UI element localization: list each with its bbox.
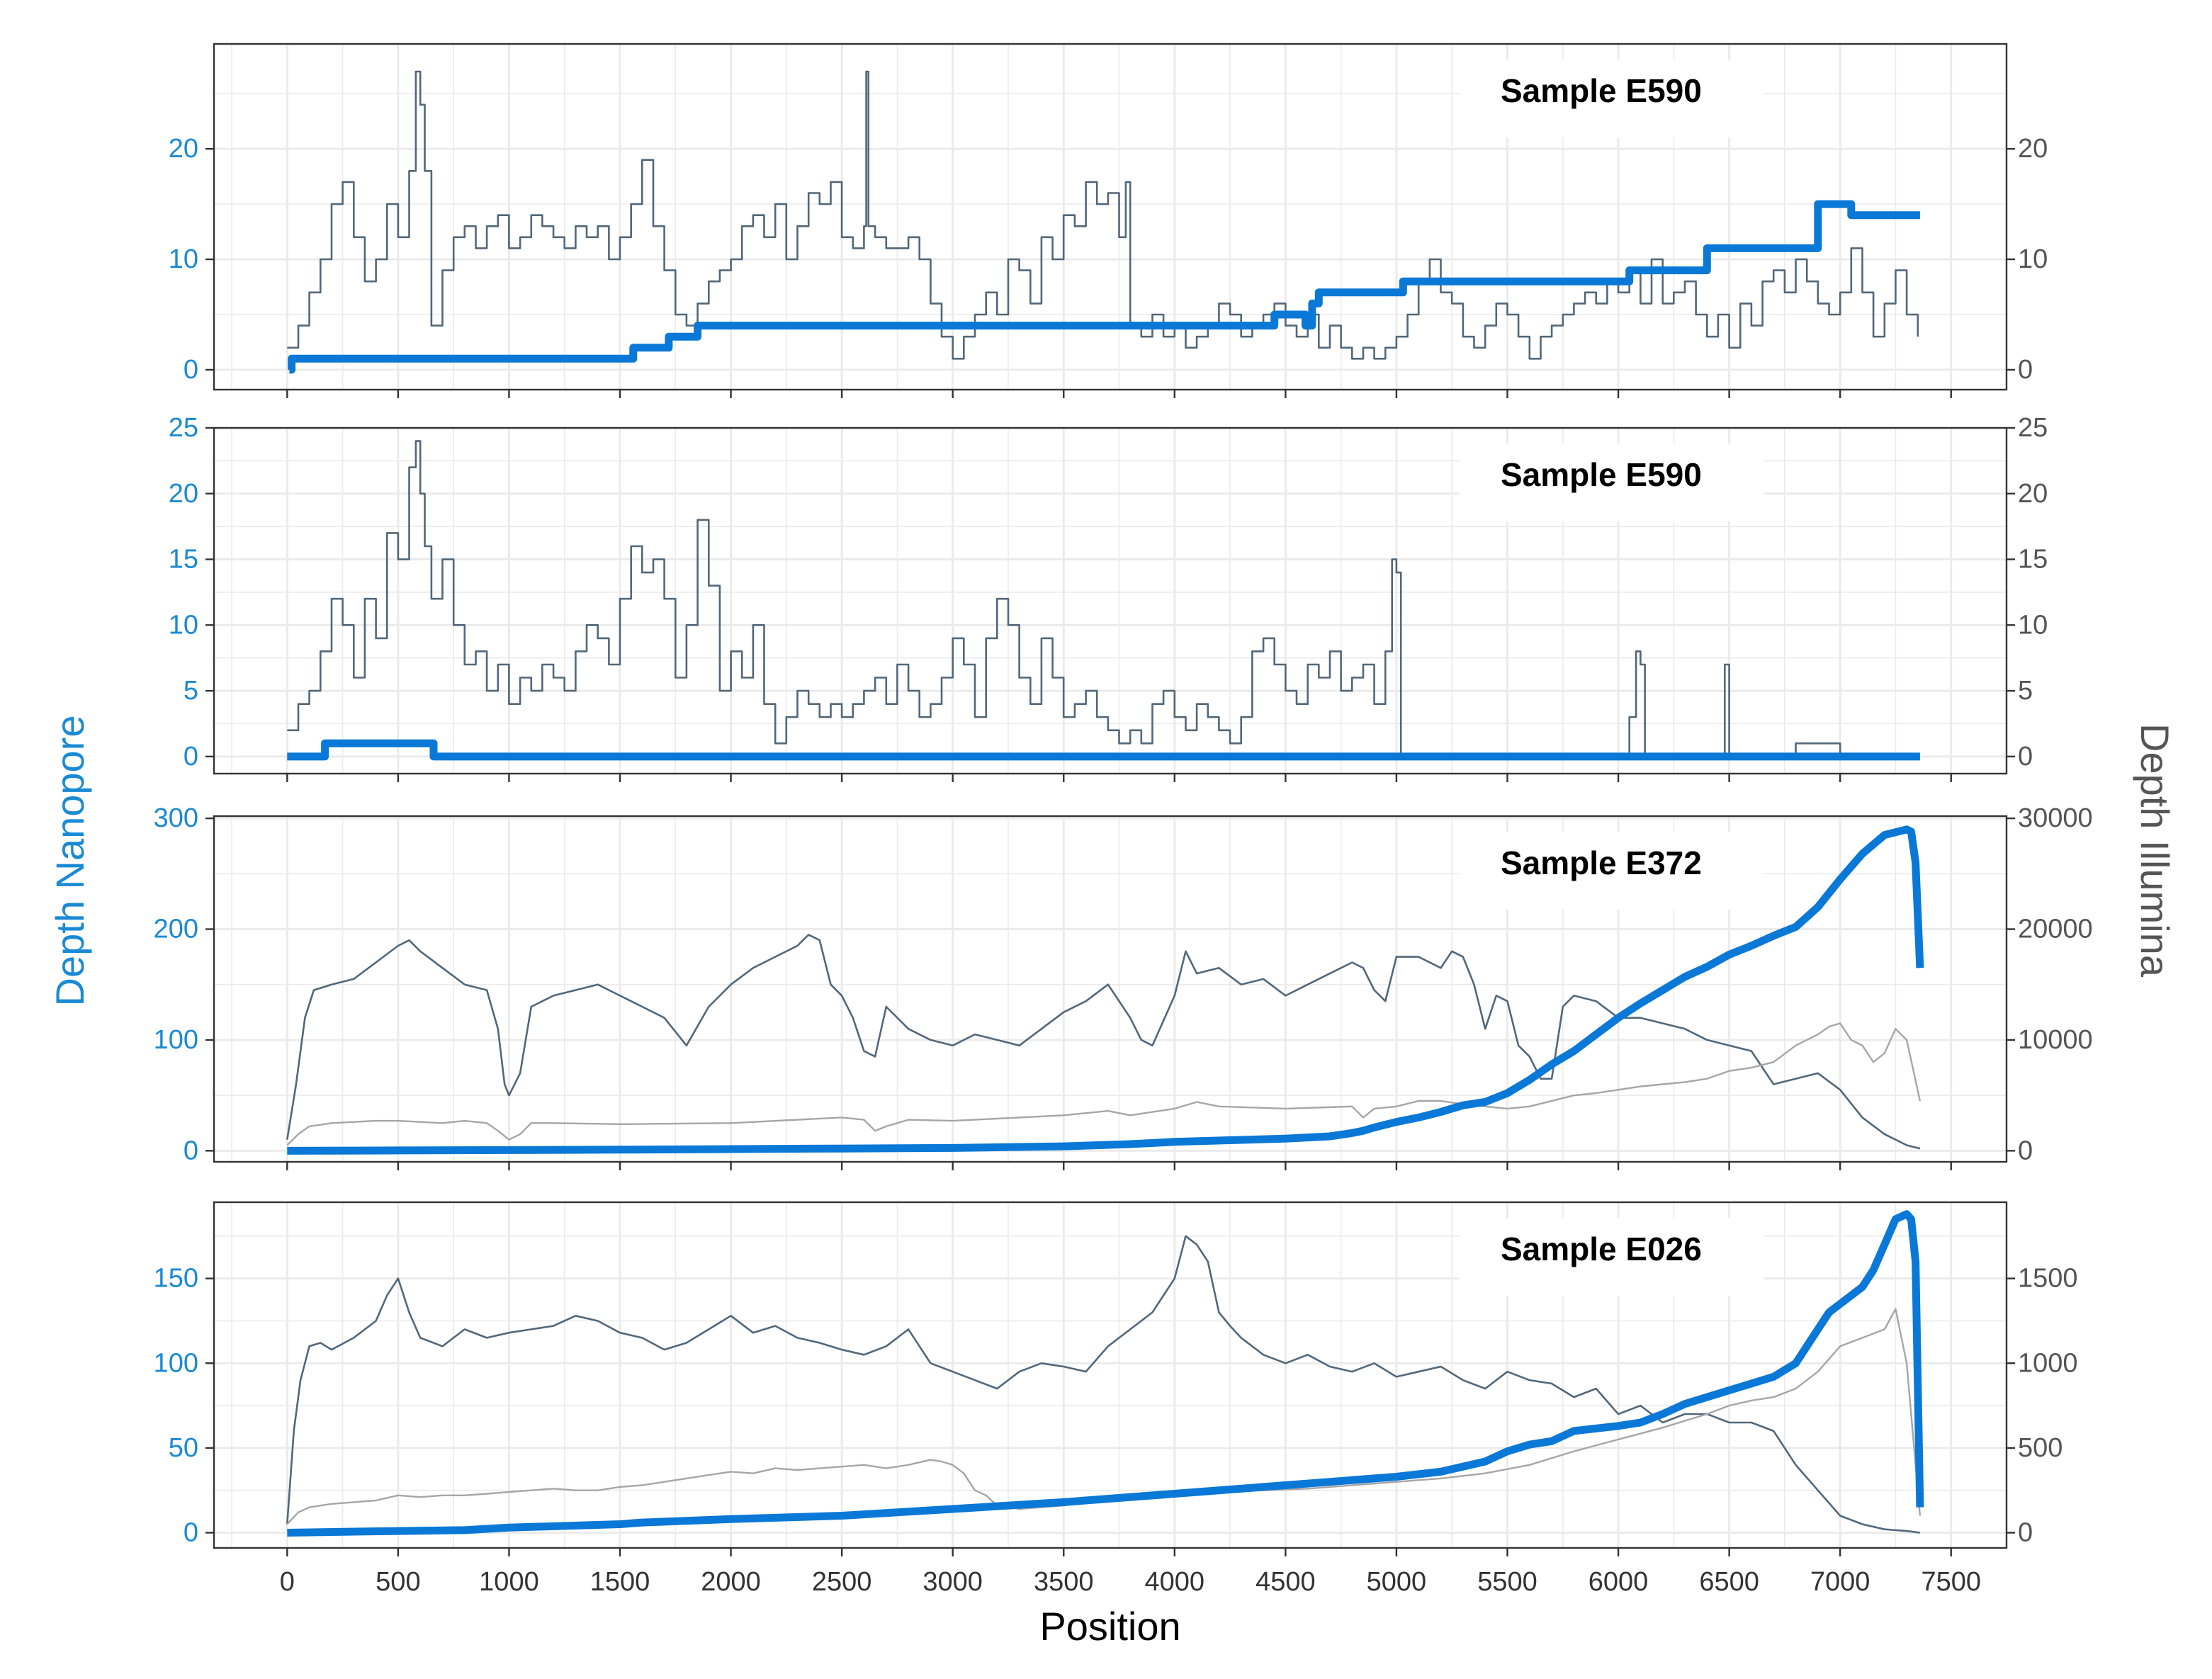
x-tick-label: 6500 bbox=[1699, 1567, 1759, 1597]
right-tick-label: 10 bbox=[2018, 610, 2048, 640]
series-illumina-depth bbox=[287, 739, 1920, 761]
right-tick-label: 10 bbox=[2018, 244, 2048, 274]
panel-border bbox=[213, 1201, 2008, 1549]
x-axis: 0 500 1000 1500 2000 2500 3000 3500 4000 4500 5000… bbox=[280, 1567, 1981, 1597]
right-tick-label: 30000 bbox=[2018, 803, 2093, 833]
right-tick-label: 1000 bbox=[2018, 1348, 2078, 1378]
panel-grid bbox=[214, 816, 2007, 1162]
x-tick-label: 2500 bbox=[812, 1567, 872, 1597]
left-tick-label: 300 bbox=[154, 803, 198, 833]
x-tick-label: 5500 bbox=[1477, 1567, 1537, 1597]
right-tick-label: 5 bbox=[2018, 676, 2033, 706]
panel-border bbox=[213, 426, 2008, 775]
left-tick-label: 20 bbox=[169, 134, 198, 164]
left-tick-label: 100 bbox=[154, 1025, 198, 1055]
right-tick-label: 1500 bbox=[2018, 1264, 2078, 1294]
series-secondary-depth bbox=[286, 1308, 1922, 1525]
left-tick-label: 25 bbox=[169, 413, 198, 443]
panel-label-box bbox=[1460, 832, 1764, 910]
left-tick-label: 0 bbox=[184, 1518, 198, 1548]
x-tick-label: 1000 bbox=[479, 1567, 539, 1597]
panel-label: Sample E590 bbox=[1501, 456, 1702, 493]
right-tick-label: 20 bbox=[2018, 479, 2048, 509]
panel-border bbox=[213, 43, 2008, 391]
right-tick-label: 0 bbox=[2018, 355, 2033, 385]
x-axis-title: Position bbox=[1039, 1604, 1180, 1649]
right-tick-label: 25 bbox=[2018, 413, 2048, 443]
left-tick-label: 50 bbox=[169, 1433, 198, 1463]
series-illumina-depth bbox=[288, 200, 1920, 374]
right-tick-label: 0 bbox=[2018, 1518, 2033, 1548]
left-tick-label: 0 bbox=[184, 355, 198, 385]
right-tick-label: 0 bbox=[2018, 742, 2033, 771]
left-axis-title: Depth Nanopore bbox=[47, 716, 92, 1007]
x-tick-label: 1500 bbox=[590, 1567, 650, 1597]
panel-grid bbox=[214, 1202, 2007, 1548]
left-tick-label: 0 bbox=[184, 1136, 198, 1165]
x-tick-label: 5000 bbox=[1367, 1567, 1427, 1597]
left-tick-label: 10 bbox=[169, 244, 198, 274]
panel-1: Sample E590 0 10 20 0 10 20 bbox=[169, 43, 2048, 398]
panel-label-box bbox=[1460, 443, 1764, 521]
x-tick-label: 2000 bbox=[701, 1567, 761, 1597]
panel-border bbox=[213, 815, 2008, 1163]
panel-label-box bbox=[1460, 1218, 1764, 1296]
x-tick-label: 4500 bbox=[1255, 1567, 1316, 1597]
series-nanopore-depth bbox=[286, 934, 1921, 1150]
left-tick-label: 0 bbox=[184, 742, 198, 771]
x-tick-label: 6000 bbox=[1589, 1567, 1649, 1597]
right-axis-title: Depth Illumina bbox=[2133, 723, 2177, 978]
right-tick-label: 20000 bbox=[2018, 915, 2093, 944]
x-tick-label: 4000 bbox=[1145, 1567, 1205, 1597]
series-nanopore-depth bbox=[287, 70, 1919, 360]
left-tick-label: 100 bbox=[154, 1348, 198, 1378]
left-tick-label: 200 bbox=[154, 915, 198, 944]
right-tick-label: 10000 bbox=[2018, 1025, 2093, 1055]
x-tick-label: 3500 bbox=[1034, 1567, 1094, 1597]
left-tick-label: 5 bbox=[184, 676, 198, 706]
left-tick-label: 15 bbox=[169, 545, 198, 575]
left-tick-label: 150 bbox=[154, 1264, 198, 1294]
x-tick-label: 7000 bbox=[1810, 1567, 1870, 1597]
series-nanopore-depth bbox=[287, 440, 1920, 758]
panel-3: Sample E372 0 100 200 300 0 10000 20000 30000 bbox=[154, 803, 2093, 1170]
left-tick-label: 20 bbox=[169, 479, 198, 509]
x-tick-label: 3000 bbox=[922, 1567, 983, 1597]
series-secondary-depth bbox=[286, 1022, 1922, 1146]
panel-label: Sample E590 bbox=[1501, 72, 1702, 109]
right-tick-label: 0 bbox=[2018, 1136, 2033, 1165]
right-tick-label: 500 bbox=[2018, 1433, 2063, 1463]
left-tick-label: 10 bbox=[169, 610, 198, 640]
right-tick-label: 20 bbox=[2018, 134, 2048, 164]
panel-2: Sample E590 0 5 10 15 20 25 0 5 10 15 20 25 bbox=[169, 413, 2048, 782]
series-illumina-depth bbox=[287, 825, 1924, 1155]
panel-label: Sample E372 bbox=[1501, 844, 1702, 881]
panel-label-box bbox=[1460, 60, 1764, 137]
x-tick-label: 7500 bbox=[1921, 1567, 1981, 1597]
x-tick-label: 0 bbox=[280, 1567, 295, 1597]
series-nanopore-depth bbox=[286, 1235, 1921, 1534]
x-tick-label: 500 bbox=[376, 1567, 420, 1597]
right-tick-label: 15 bbox=[2018, 545, 2048, 575]
panel-label: Sample E026 bbox=[1501, 1231, 1702, 1267]
series-illumina-depth bbox=[287, 1210, 1924, 1537]
